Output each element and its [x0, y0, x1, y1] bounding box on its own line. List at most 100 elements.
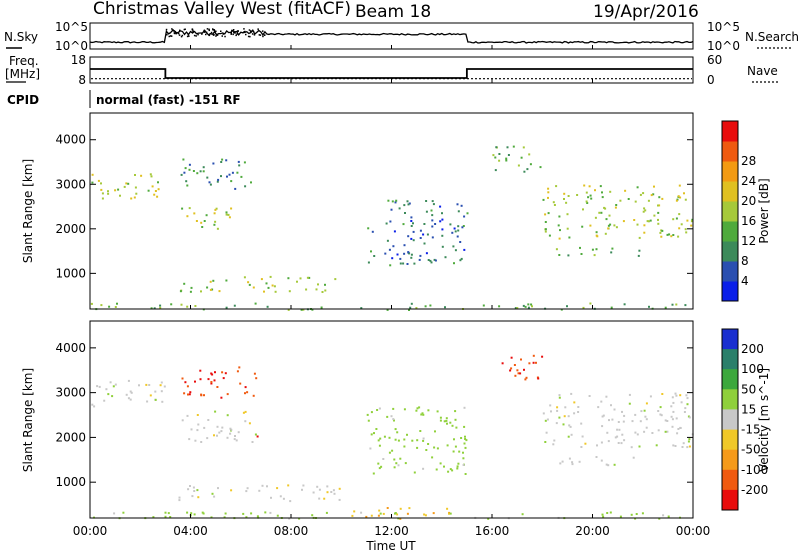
- scatter-cell: [676, 198, 679, 201]
- scatter-cell: [464, 473, 467, 475]
- scatter-cell: [422, 439, 425, 442]
- scatter-cell: [623, 414, 626, 417]
- scatter-cell: [436, 410, 439, 413]
- scatter-cell: [186, 305, 189, 308]
- scatter-cell: [159, 304, 162, 307]
- scatter-cell: [220, 161, 223, 163]
- scatter-cell: [514, 374, 517, 377]
- scatter-cell: [391, 257, 394, 260]
- scatter-cell: [318, 497, 321, 500]
- scatter-cell: [571, 461, 574, 464]
- scatter-cell: [408, 252, 411, 255]
- scatter-cell: [207, 378, 210, 381]
- nsky-point: [201, 33, 203, 35]
- scatter-cell: [671, 396, 674, 399]
- scatter-cell: [610, 306, 613, 309]
- scatter-cell: [203, 220, 206, 222]
- scatter-cell: [579, 246, 581, 249]
- nsky-point: [213, 29, 215, 31]
- scatter-cell: [194, 305, 197, 307]
- scatter-cell: [410, 256, 413, 259]
- scatter-cell: [683, 411, 686, 413]
- scatter-cell: [567, 435, 570, 438]
- scatter-cell: [391, 449, 394, 452]
- nsky-point: [206, 28, 209, 30]
- scatter-cell: [690, 224, 693, 227]
- scatter-cell: [684, 407, 687, 410]
- scatter-cell: [399, 517, 402, 520]
- scatter-cell: [324, 289, 327, 292]
- scatter-cell: [230, 489, 233, 492]
- scatter-cell: [616, 428, 619, 431]
- scatter-cell: [159, 384, 162, 387]
- scatter-cell: [653, 214, 656, 217]
- scatter-cell: [406, 263, 409, 265]
- scatter-cell: [164, 515, 167, 518]
- scatter-cell: [377, 439, 380, 442]
- scatter-cell: [159, 306, 162, 309]
- scatter-cell: [234, 435, 236, 437]
- scatter-cell: [127, 379, 130, 382]
- scatter-cell: [222, 377, 225, 380]
- scatter-cell: [403, 408, 406, 411]
- scatter-cell: [636, 223, 639, 226]
- scatter-cell: [601, 196, 604, 199]
- scatter-cell: [425, 449, 428, 451]
- scatter-cell: [563, 192, 566, 195]
- scatter-cell: [431, 225, 434, 228]
- y-tick-label: 1000: [55, 475, 86, 489]
- scatter-cell: [419, 254, 422, 257]
- scatter-cell: [218, 290, 221, 293]
- cpid-text: normal (fast) -151 RF: [96, 93, 241, 107]
- colorbar-tick-label: -15: [741, 423, 761, 437]
- scatter-cell: [659, 413, 662, 416]
- nsky-point: [210, 31, 213, 34]
- scatter-cell: [544, 213, 547, 216]
- y-tick-label: 2000: [55, 222, 86, 236]
- scatter-cell: [639, 193, 642, 196]
- scatter-cell: [421, 412, 424, 415]
- scatter-cell: [193, 490, 196, 492]
- scatter-cell: [521, 513, 524, 516]
- scatter-cell: [636, 433, 639, 436]
- colorbar-tick-label: -100: [741, 463, 768, 477]
- scatter-cell: [186, 414, 189, 417]
- scatter-cell: [408, 507, 411, 510]
- scatter-cell: [209, 288, 212, 291]
- scatter-cell: [600, 441, 603, 444]
- scatter-cell: [617, 442, 620, 444]
- scatter-cell: [623, 303, 626, 306]
- scatter-cell: [282, 497, 285, 500]
- scatter-cell: [670, 235, 673, 238]
- scatter-cell: [183, 282, 186, 285]
- scatter-cell: [403, 438, 406, 441]
- scatter-cell: [453, 262, 455, 265]
- scatter-cell: [672, 444, 675, 447]
- nsky-point: [230, 32, 232, 34]
- scatter-cell: [441, 212, 443, 215]
- scatter-cell: [170, 303, 173, 306]
- scatter-cell: [312, 491, 315, 494]
- scatter-cell: [403, 252, 406, 255]
- scatter-cell: [397, 464, 400, 467]
- scatter-cell: [221, 371, 224, 374]
- scatter-cell: [615, 204, 618, 206]
- scatter-cell: [642, 192, 645, 195]
- scatter-cell: [224, 512, 227, 515]
- scatter-cell: [643, 224, 646, 227]
- scatter-cell: [300, 308, 303, 311]
- scatter-cell: [444, 256, 447, 259]
- scatter-cell: [522, 304, 525, 307]
- scatter-cell: [422, 467, 425, 470]
- scatter-cell: [615, 226, 618, 229]
- freq-tick-high: 18: [71, 53, 86, 67]
- scatter-cell: [210, 372, 213, 375]
- scatter-cell: [520, 358, 522, 361]
- scatter-cell: [498, 159, 501, 162]
- scatter-cell: [547, 187, 550, 190]
- scatter-cell: [237, 431, 240, 434]
- scatter-cell: [220, 396, 223, 399]
- scatter-cell: [589, 194, 592, 197]
- y-tick-label: 4000: [55, 133, 86, 147]
- scatter-cell: [675, 303, 678, 306]
